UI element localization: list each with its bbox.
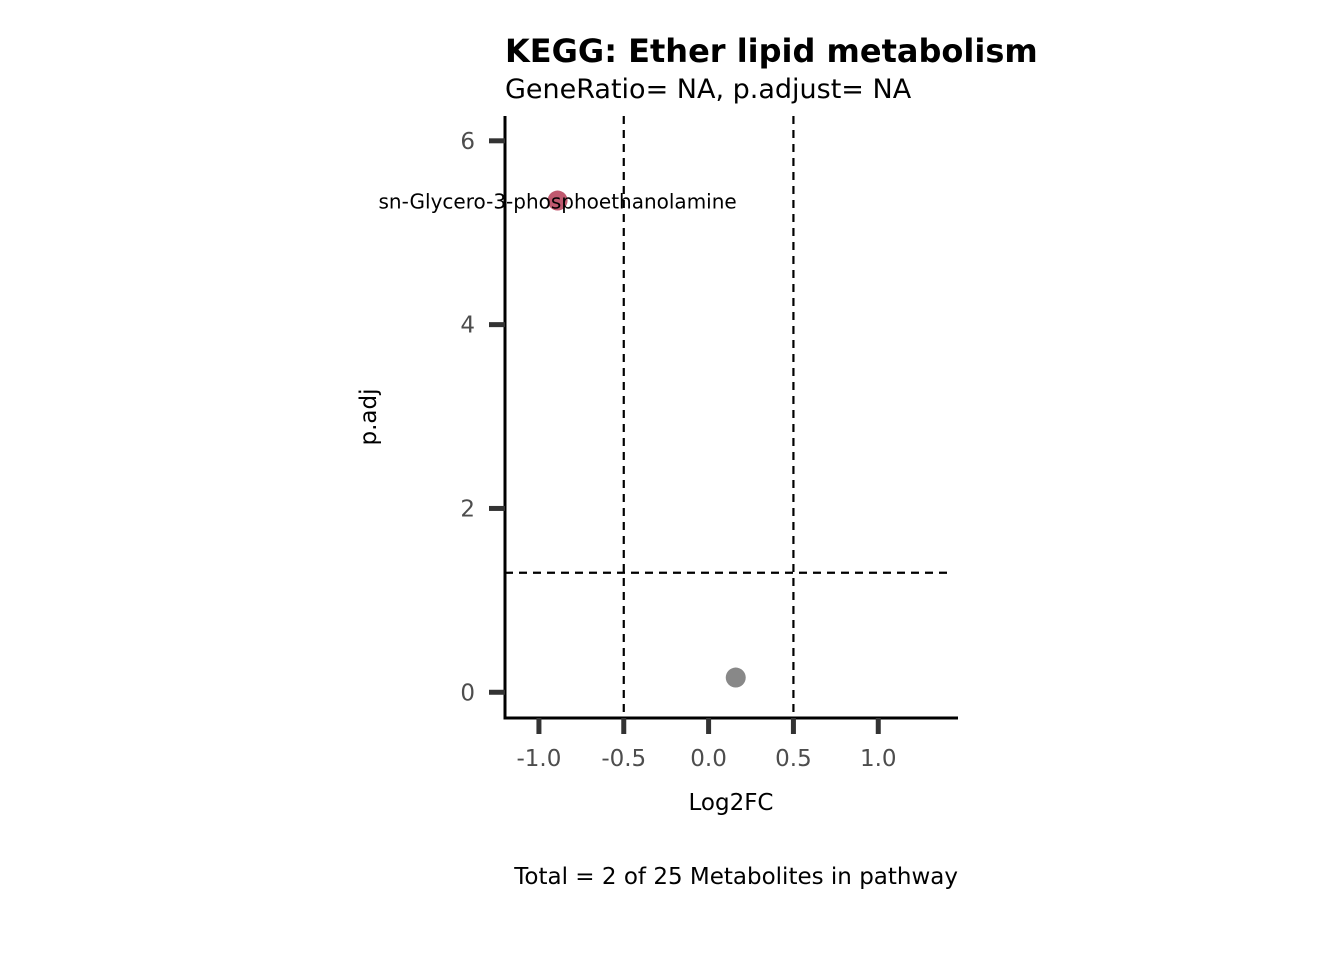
data-point	[725, 667, 746, 688]
threshold-lines	[505, 116, 948, 718]
chart-title: KEGG: Ether lipid metabolism	[505, 32, 1038, 70]
axis-ticks: -1.0 -0.5 0.0 0.5 1.0 0 2 4 6	[460, 129, 896, 772]
x-tick-label: -1.0	[516, 746, 561, 772]
data-points	[547, 190, 746, 688]
y-tick-label: 6	[460, 129, 475, 155]
point-labels: sn-Glycero-3-phosphoethanolamine	[378, 190, 736, 214]
x-tick-label: 1.0	[860, 746, 897, 772]
x-tick-label: 0.0	[690, 746, 727, 772]
y-tick-label: 4	[460, 313, 475, 339]
x-axis-title: Log2FC	[688, 790, 773, 816]
chart-subtitle: GeneRatio= NA, p.adjust= NA	[505, 74, 912, 105]
y-axis-title: p.adj	[356, 389, 382, 446]
data-point	[547, 190, 568, 211]
data-point-label: sn-Glycero-3-phosphoethanolamine	[378, 190, 736, 214]
x-tick-label: 0.5	[775, 746, 812, 772]
axes	[503, 116, 958, 720]
chart-caption: Total = 2 of 25 Metabolites in pathway	[513, 864, 958, 890]
y-tick-label: 0	[460, 680, 475, 706]
x-tick-label: -0.5	[601, 746, 646, 772]
y-tick-label: 2	[460, 496, 475, 522]
